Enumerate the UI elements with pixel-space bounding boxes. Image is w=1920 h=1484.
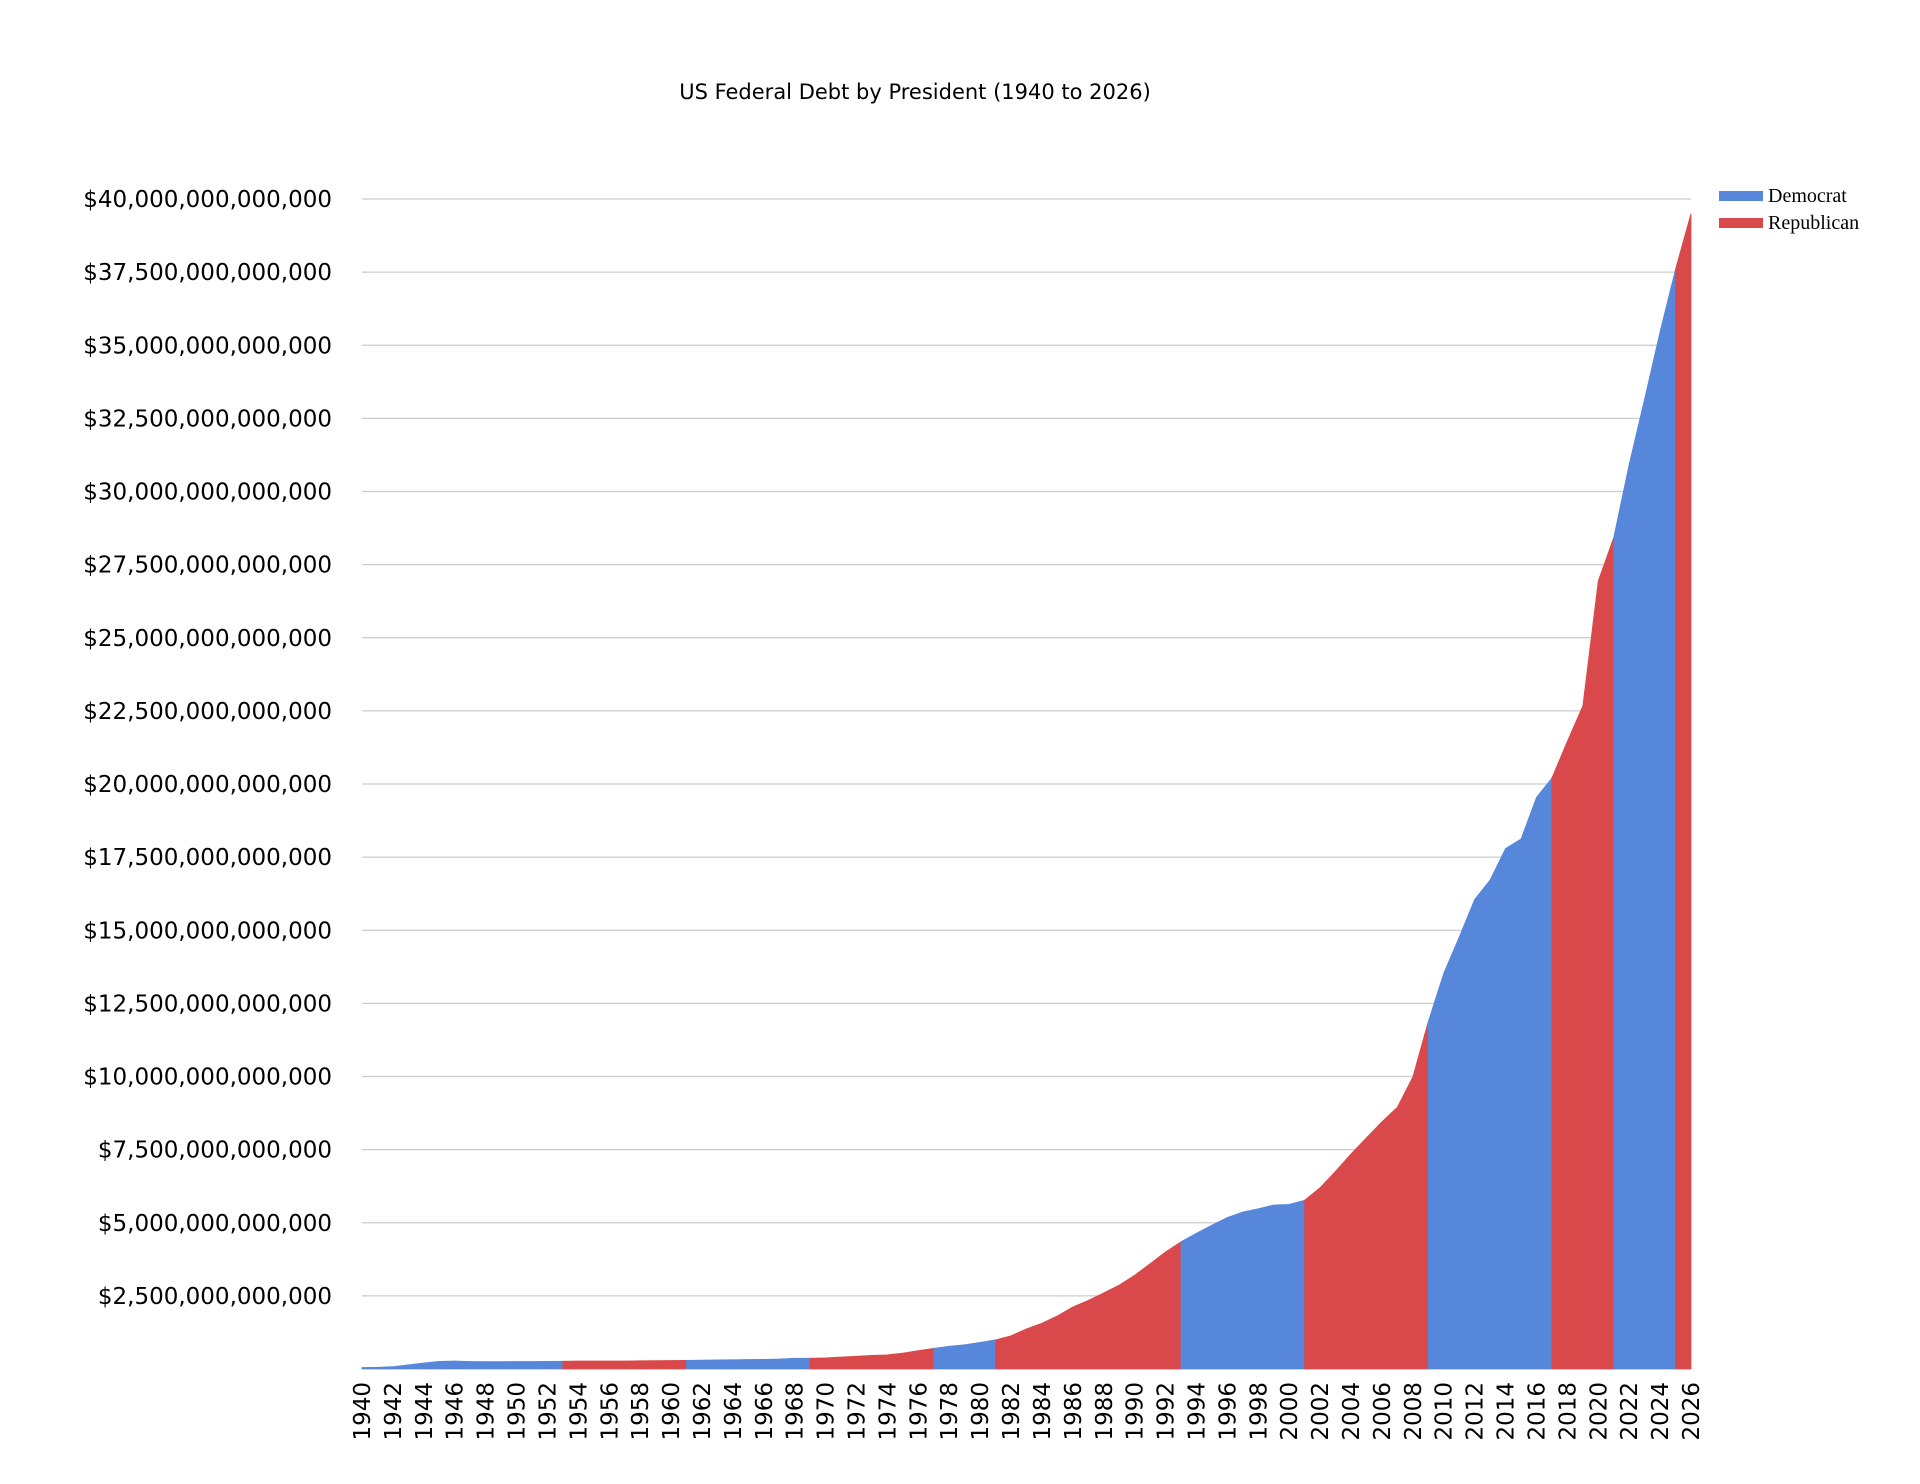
x-tick-label: 2006 [1370, 1382, 1396, 1441]
x-tick-label: 1954 [566, 1382, 592, 1441]
y-tick-label: $17,500,000,000,000 [83, 845, 332, 871]
y-tick-label: $40,000,000,000,000 [83, 187, 332, 213]
x-tick-label: 2004 [1339, 1382, 1365, 1441]
x-tick-label: 1996 [1215, 1382, 1241, 1441]
legend-label-democrat: Democrat [1768, 185, 1847, 207]
x-tick-label: 1988 [1092, 1382, 1118, 1441]
y-tick-label: $20,000,000,000,000 [83, 772, 332, 798]
x-axis-ticks: 1940 1942 1944 1946 1948 1950 1952 1954 1956 1958… [350, 1382, 1705, 1441]
x-tick-label: 1956 [597, 1382, 623, 1441]
democrat-area-1940 [361, 1360, 564, 1370]
x-tick-label: 1980 [968, 1382, 994, 1441]
y-tick-label: $22,500,000,000,000 [83, 699, 332, 725]
x-tick-label: 2014 [1494, 1382, 1520, 1441]
legend-label-republican: Republican [1768, 212, 1859, 234]
republican-area-2017 [1551, 537, 1615, 1370]
x-tick-label: 1968 [783, 1382, 809, 1441]
x-tick-label: 2016 [1524, 1382, 1550, 1441]
y-tick-label: $32,500,000,000,000 [83, 406, 332, 432]
democrat-area-2021 [1613, 269, 1676, 1370]
x-tick-label: 1998 [1246, 1382, 1272, 1441]
x-tick-label: 1946 [443, 1382, 469, 1441]
y-tick-label: $30,000,000,000,000 [83, 480, 332, 506]
republican-area-1953 [562, 1360, 687, 1370]
legend: Democrat Republican [1719, 185, 1859, 234]
x-tick-label: 1950 [505, 1382, 531, 1441]
y-tick-label: $35,000,000,000,000 [83, 333, 332, 359]
x-tick-label: 1942 [381, 1382, 407, 1441]
chart-title: US Federal Debt by President (1940 to 20… [679, 80, 1151, 104]
x-tick-label: 2018 [1555, 1382, 1581, 1441]
y-tick-label: $27,500,000,000,000 [83, 553, 332, 579]
x-tick-label: 1970 [814, 1382, 840, 1441]
y-tick-label: $37,500,000,000,000 [83, 260, 332, 286]
x-tick-label: 1948 [474, 1382, 500, 1441]
democrat-area-2009 [1427, 776, 1553, 1370]
x-tick-label: 1992 [1154, 1382, 1180, 1441]
democrat-area-1961 [686, 1357, 811, 1370]
x-tick-label: 2010 [1432, 1382, 1458, 1441]
x-tick-label: 2026 [1679, 1382, 1705, 1441]
y-tick-label: $12,500,000,000,000 [83, 991, 332, 1017]
x-tick-label: 1940 [350, 1382, 376, 1441]
x-tick-label: 1952 [535, 1382, 561, 1441]
democrat-area-1977 [933, 1339, 996, 1370]
x-tick-label: 1994 [1184, 1382, 1210, 1441]
x-tick-label: 2002 [1308, 1382, 1334, 1441]
x-tick-label: 1982 [999, 1382, 1025, 1441]
y-tick-label: $15,000,000,000,000 [83, 918, 332, 944]
republican-area-2001 [1304, 1021, 1429, 1370]
legend-swatch-republican [1719, 218, 1763, 228]
gridlines [362, 198, 1691, 1297]
y-tick-label: $2,500,000,000,000 [98, 1284, 332, 1310]
x-tick-label: 1986 [1061, 1382, 1087, 1441]
x-tick-label: 2024 [1648, 1382, 1674, 1441]
y-tick-label: $25,000,000,000,000 [83, 626, 332, 652]
x-tick-label: 1966 [752, 1382, 778, 1441]
x-tick-label: 1958 [628, 1382, 654, 1441]
republican-area-2025 [1675, 213, 1692, 1370]
x-tick-label: 2012 [1463, 1382, 1489, 1441]
republican-area-1981 [995, 1240, 1182, 1370]
x-tick-label: 2022 [1617, 1382, 1643, 1441]
x-tick-label: 1962 [690, 1382, 716, 1441]
y-tick-label: $10,000,000,000,000 [83, 1065, 332, 1091]
x-tick-label: 1978 [937, 1382, 963, 1441]
x-tick-label: 2020 [1586, 1382, 1612, 1441]
x-tick-label: 1984 [1030, 1382, 1056, 1441]
x-tick-label: 1974 [875, 1382, 901, 1441]
republican-area-1969 [809, 1347, 935, 1370]
x-tick-label: 2008 [1401, 1382, 1427, 1441]
x-tick-label: 1972 [845, 1382, 871, 1441]
legend-swatch-democrat [1719, 191, 1763, 201]
x-tick-label: 1990 [1123, 1382, 1149, 1441]
y-tick-label: $5,000,000,000,000 [98, 1211, 332, 1237]
x-tick-label: 1944 [412, 1382, 438, 1441]
x-tick-label: 2000 [1277, 1382, 1303, 1441]
x-tick-label: 1960 [659, 1382, 685, 1441]
x-tick-label: 1976 [906, 1382, 932, 1441]
area-series [361, 213, 1692, 1370]
y-axis-ticks: $2,500,000,000,000 $5,000,000,000,000 $7,5… [83, 187, 332, 1310]
y-tick-label: $7,500,000,000,000 [98, 1138, 332, 1164]
x-tick-label: 1964 [721, 1382, 747, 1441]
democrat-area-1993 [1180, 1199, 1306, 1370]
